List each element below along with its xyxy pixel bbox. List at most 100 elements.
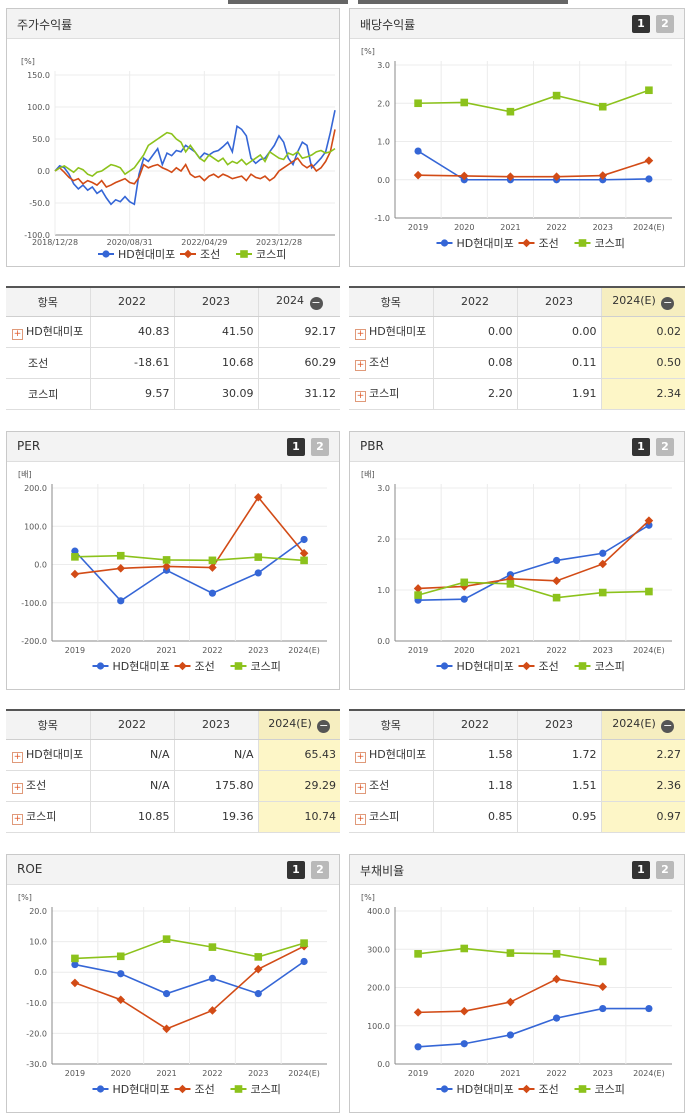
data-point: [254, 990, 262, 998]
row-label: + 조선: [349, 770, 433, 802]
column-header: 2023: [173, 287, 258, 317]
table-cell: 0.02: [600, 316, 685, 348]
table-cell: 2.34: [600, 378, 685, 410]
table-row: + HD현대미포 1.58 1.72 2.27: [349, 739, 685, 771]
table-cell: 65.43: [257, 739, 340, 771]
row-name: HD현대미포: [369, 325, 427, 338]
table-cell: 0.00: [516, 316, 601, 348]
table-cell: 10.68: [173, 347, 258, 379]
table-row: + 코스피 10.85 19.36 10.74: [6, 801, 340, 833]
table-cell: 2.20: [432, 378, 517, 410]
page-2-button[interactable]: 2: [656, 438, 674, 456]
column-header: 항목: [6, 287, 90, 317]
data-point: [645, 587, 653, 596]
series-line: [74, 945, 305, 1030]
series-line: [74, 538, 305, 602]
table-cell: 60.29: [257, 347, 340, 379]
data-point: [71, 547, 79, 555]
expand-icon[interactable]: +: [355, 391, 366, 402]
data-point: [208, 1006, 217, 1015]
expand-icon[interactable]: +: [355, 814, 366, 825]
expand-icon[interactable]: +: [12, 783, 23, 794]
column-header: 항목: [349, 287, 433, 317]
data-point: [162, 990, 171, 998]
expand-icon[interactable]: +: [12, 329, 23, 340]
expand-icon[interactable]: +: [355, 360, 366, 371]
column-header: 2023: [516, 710, 601, 740]
table-cell: 92.17: [257, 316, 340, 348]
data-point: [578, 662, 587, 670]
data-point: [598, 982, 608, 992]
series-line: [418, 524, 650, 601]
data-point: [413, 584, 423, 593]
page-2-button[interactable]: 2: [311, 861, 329, 879]
legend-label: HD현대미포: [113, 1083, 170, 1096]
row-name: 조선: [26, 779, 47, 792]
expand-icon[interactable]: +: [12, 814, 23, 825]
y-tick-label: 300.0: [367, 945, 390, 954]
per-panel: PER 1 2 [배] 200.0 100.0 0.0 -100.0 -200.0 2019…: [6, 431, 340, 690]
page-2-button[interactable]: 2: [656, 15, 674, 33]
collapse-icon[interactable]: −: [317, 718, 331, 733]
page-2-button[interactable]: 2: [311, 438, 329, 456]
data-point: [599, 1004, 607, 1013]
expand-icon[interactable]: +: [355, 752, 366, 763]
page-1-button[interactable]: 1: [287, 438, 305, 456]
data-point: [162, 556, 171, 564]
column-header: 항목: [6, 710, 90, 740]
x-tick-label: 2019: [408, 646, 428, 655]
series-line: [54, 129, 336, 188]
data-point: [208, 556, 217, 565]
data-point: [599, 549, 607, 557]
y-tick-label: 100.0: [27, 103, 50, 112]
page-2-button[interactable]: 2: [656, 861, 674, 879]
expand-icon[interactable]: +: [12, 752, 23, 763]
column-header: 2022: [89, 710, 174, 740]
row-label: 조선: [6, 347, 90, 379]
page-1-button[interactable]: 1: [632, 15, 650, 33]
data-point: [459, 171, 469, 181]
data-point: [300, 957, 308, 966]
column-header-label: 2024(E): [612, 716, 656, 730]
data-point: [96, 1085, 105, 1093]
collapse-icon[interactable]: −: [661, 295, 675, 310]
legend-label: HD현대미포: [113, 660, 170, 673]
panel-title: PER: [17, 439, 41, 453]
data-point: [162, 562, 171, 571]
data-point: [598, 588, 607, 597]
table-cell: 0.11: [516, 347, 601, 379]
y-tick-label: -10.0: [26, 999, 47, 1008]
dividend-yield-chart: [%]3.0 2.0 1.0 0.0 -1.0 2019 2020 2021 2022 2023 2…: [361, 47, 672, 250]
x-tick-label: 2022: [546, 223, 566, 232]
table-row: + 조선 0.08 0.11 0.50: [349, 347, 685, 379]
column-header: 2022: [432, 710, 517, 740]
row-label: + 코스피: [349, 801, 433, 833]
data-point: [552, 974, 561, 984]
y-axis-unit: [배]: [18, 470, 32, 479]
series-line: [418, 978, 603, 1014]
row-label: 코스피: [6, 378, 90, 410]
column-header: 2024(E) −: [600, 287, 685, 317]
y-tick-label: 3.0: [377, 484, 390, 493]
expand-icon[interactable]: +: [355, 329, 366, 340]
collapse-icon[interactable]: −: [661, 718, 675, 733]
table-header-row: 항목 2022 2023 2024(E) −: [6, 710, 340, 740]
page-1-button[interactable]: 1: [632, 438, 650, 456]
collapse-icon[interactable]: −: [309, 295, 323, 310]
table-cell: 0.50: [600, 347, 685, 379]
y-tick-label: -50.0: [29, 199, 50, 208]
row-name: HD현대미포: [26, 748, 84, 761]
legend-label: 조선: [539, 1083, 559, 1096]
expand-icon[interactable]: +: [355, 783, 366, 794]
table-row: + HD현대미포 40.83 41.50 92.17: [6, 316, 340, 348]
data-point: [645, 521, 653, 529]
page-1-button[interactable]: 1: [287, 861, 305, 879]
page-1-button[interactable]: 1: [632, 861, 650, 879]
y-tick-label: 0.0: [377, 176, 390, 185]
series-line: [54, 131, 336, 178]
y-tick-label: -20.0: [26, 1029, 47, 1038]
y-tick-label: 2.0: [377, 99, 390, 108]
y-axis-unit: [배]: [361, 470, 375, 479]
data-point: [522, 238, 531, 248]
data-point: [552, 593, 561, 602]
